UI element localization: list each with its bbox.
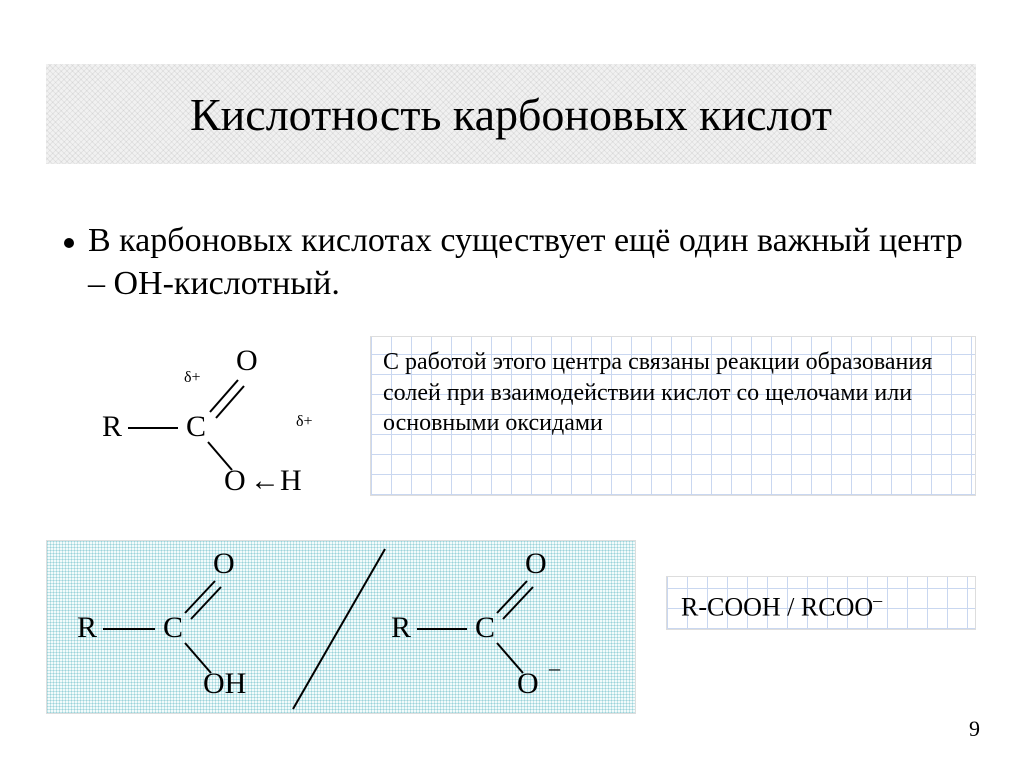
equation-sup: – bbox=[873, 590, 882, 610]
top-bonds-svg bbox=[82, 346, 342, 506]
bullet-row: В карбоновых кислотах существует ещё оди… bbox=[64, 220, 964, 305]
side-panel-text: С работой этого центра связаны реакции о… bbox=[383, 347, 963, 439]
right-bonds-svg bbox=[377, 547, 617, 717]
bullet-dot-icon bbox=[64, 238, 74, 248]
left-bonds-svg bbox=[67, 547, 307, 717]
bottom-right-panel: R-COOH / RCOO– bbox=[666, 576, 976, 630]
page-title: Кислотность карбоновых кислот bbox=[190, 88, 832, 141]
title-band: Кислотность карбоновых кислот bbox=[46, 64, 976, 164]
bullet-text: В карбоновых кислотах существует ещё оди… bbox=[88, 220, 964, 305]
side-panel: С работой этого центра связаны реакции о… bbox=[370, 336, 976, 496]
chem-structure-top: O δ+ R C δ+ O ← H bbox=[82, 346, 342, 506]
bottom-left-panel: O R C OH O R C O – bbox=[46, 540, 636, 714]
equation-text: R-COOH / RCOO– bbox=[681, 589, 882, 624]
chem-structure-left: O R C OH bbox=[67, 547, 307, 707]
chem-structure-right: O R C O – bbox=[377, 547, 617, 707]
page-number: 9 bbox=[969, 716, 980, 742]
equation-main: R-COOH / RCOO bbox=[681, 593, 873, 622]
